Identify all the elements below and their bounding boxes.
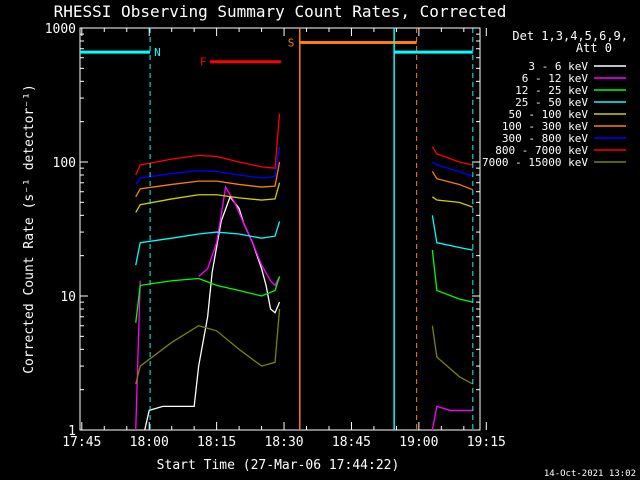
series-line (135, 161, 281, 198)
legend-entry-label: 100 - 300 keV (502, 120, 588, 133)
series-line (135, 308, 281, 385)
series-line (431, 215, 473, 251)
y-tick-label: 1 (68, 424, 76, 439)
x-tick-label: 18:15 (197, 435, 236, 450)
series-line (431, 250, 473, 303)
y-tick-label: 100 (53, 156, 76, 171)
series-line (135, 182, 281, 213)
series-line (144, 195, 281, 431)
series-line (135, 221, 281, 266)
x-tick-label: 18:30 (264, 435, 303, 450)
x-tick-label: 19:00 (399, 435, 438, 450)
annotation-label: N (154, 46, 161, 59)
legend-entry-label: 25 - 50 keV (515, 96, 588, 109)
series-line (135, 276, 281, 323)
x-tick-label: 17:45 (62, 435, 101, 450)
legend-entry-label: 6 - 12 keV (522, 72, 589, 85)
series-line (135, 113, 281, 176)
annotation-label: S (288, 36, 295, 49)
annotation-layer: N F S (80, 28, 474, 430)
legend-entry-label: 3 - 6 keV (528, 60, 588, 73)
legend-entry-label: 12 - 25 keV (515, 84, 588, 97)
legend-entry-label: 300 - 800 keV (502, 132, 588, 145)
series-line (431, 405, 473, 431)
series-line (431, 161, 474, 178)
series-line (198, 185, 281, 287)
legend-entry-label: 7000 - 15000 keV (482, 156, 588, 169)
y-axis: 1 10 100 1000 (45, 22, 480, 439)
x-axis: 17:45 18:00 18:15 18:30 18:45 19:00 19:15 (62, 28, 506, 450)
series-line (431, 146, 473, 166)
chart-title: RHESSI Observing Summary Count Rates, Co… (54, 2, 507, 21)
legend-header-line1: Det 1,3,4,5,6,9, (512, 29, 628, 43)
series-line (431, 171, 474, 191)
series-line (135, 280, 141, 431)
y-axis-label: Corrected Count Rate (s⁻¹ detector⁻¹) (22, 84, 37, 374)
legend-entry-label: 800 - 7000 keV (495, 144, 588, 157)
series-line (135, 146, 281, 185)
annotation-label: F (200, 56, 207, 69)
y-tick-label: 10 (60, 290, 76, 305)
legend-header-line2: Att 0 (576, 41, 612, 55)
x-axis-label: Start Time (27-Mar-06 17:44:22) (157, 458, 400, 473)
x-tick-label: 19:15 (467, 435, 506, 450)
plot-frame (79, 27, 481, 431)
y-tick-label: 1000 (45, 22, 76, 37)
data-layer (135, 113, 474, 431)
series-line (431, 196, 474, 208)
x-tick-label: 18:00 (130, 435, 169, 450)
date-stamp: 14-Oct-2021 13:02 (544, 469, 636, 479)
x-tick-label: 18:45 (332, 435, 371, 450)
legend-entry-label: 50 - 100 keV (509, 108, 589, 121)
series-line (431, 325, 474, 385)
